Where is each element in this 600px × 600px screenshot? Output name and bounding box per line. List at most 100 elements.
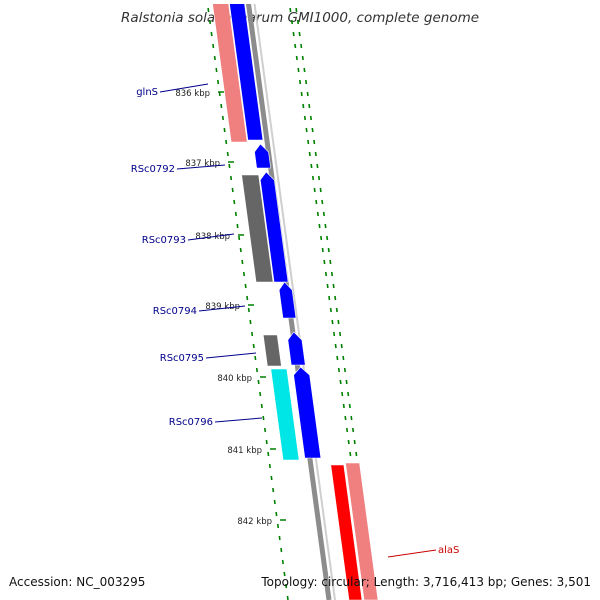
dotted-track-far bbox=[308, 151, 311, 157]
dotted-track-far bbox=[318, 223, 321, 229]
dotted-track-inner bbox=[249, 319, 252, 325]
feature-RSc0796-cyan bbox=[270, 368, 300, 461]
dotted-track-inner bbox=[217, 79, 220, 85]
dotted-track-outer bbox=[300, 43, 303, 49]
gene-leader-line bbox=[387, 549, 437, 558]
dotted-track-inner bbox=[281, 559, 284, 565]
dotted-track-inner bbox=[236, 223, 239, 229]
dotted-track-inner bbox=[260, 403, 263, 409]
feature-RSc0795-grey bbox=[262, 334, 282, 367]
dotted-track-outer bbox=[347, 391, 350, 397]
dotted-track-inner bbox=[242, 271, 246, 277]
dotted-track-far bbox=[326, 283, 329, 289]
gene-leader-line bbox=[176, 164, 226, 170]
dotted-track-far bbox=[310, 163, 313, 169]
dotted-track-inner bbox=[231, 187, 234, 193]
dotted-track-outer bbox=[340, 343, 343, 349]
dotted-track-inner bbox=[286, 595, 289, 600]
top-mask bbox=[0, 0, 600, 4]
dotted-track-outer bbox=[326, 235, 329, 241]
dotted-track-outer bbox=[308, 103, 311, 109]
dotted-track-inner bbox=[207, 7, 210, 13]
dotted-track-far bbox=[347, 439, 350, 445]
dotted-track-outer bbox=[332, 283, 335, 289]
dotted-track-inner bbox=[251, 331, 254, 337]
dotted-track-outer bbox=[306, 91, 309, 97]
dotted-track-inner bbox=[241, 259, 244, 265]
dotted-track-outer bbox=[322, 211, 325, 217]
feature-RSc0795-blue bbox=[287, 331, 306, 366]
dotted-track-outer bbox=[335, 307, 338, 313]
tick-label: 840 kbp bbox=[217, 374, 252, 384]
dotted-track-inner bbox=[267, 451, 270, 457]
dotted-track-far bbox=[292, 31, 295, 37]
gene-label-RSc0794: RSc0794 bbox=[153, 306, 197, 317]
dotted-track-outer bbox=[355, 451, 358, 457]
dotted-track-inner bbox=[263, 427, 267, 433]
feature-alaS-red bbox=[330, 464, 363, 600]
dotted-track-inner bbox=[265, 439, 268, 445]
gene-label-RSc0795: RSc0795 bbox=[160, 353, 204, 364]
gene-label-alaS: alaS bbox=[438, 545, 459, 556]
dotted-track-outer bbox=[337, 319, 340, 325]
feature-glnS-blue bbox=[228, 0, 264, 141]
gene-leader-line bbox=[159, 83, 209, 93]
dotted-track-inner bbox=[275, 511, 278, 517]
dotted-track-far bbox=[334, 343, 337, 349]
dotted-track-outer bbox=[303, 67, 306, 73]
dotted-track-far bbox=[302, 103, 305, 109]
feature-RSc0794-blue bbox=[278, 281, 297, 319]
dotted-track-outer bbox=[301, 55, 304, 61]
dotted-track-outer bbox=[316, 163, 319, 169]
feature-glnS-pink bbox=[211, 0, 248, 143]
tick-label: 836 kbp bbox=[175, 89, 210, 99]
dotted-track-inner bbox=[244, 283, 247, 289]
dotted-track-inner bbox=[215, 67, 218, 73]
dotted-track-inner bbox=[238, 235, 241, 241]
dotted-track-far bbox=[333, 331, 336, 337]
dotted-track-outer bbox=[350, 415, 353, 421]
dotted-track-outer bbox=[342, 355, 345, 361]
dotted-track-far bbox=[305, 127, 308, 133]
tick-label: 839 kbp bbox=[205, 302, 240, 312]
dotted-track-inner bbox=[257, 379, 260, 385]
dotted-track-inner bbox=[273, 499, 276, 505]
dotted-track-outer bbox=[298, 31, 301, 37]
dotted-track-far bbox=[303, 115, 306, 121]
gene-label-RSc0792: RSc0792 bbox=[131, 164, 175, 175]
dotted-track-inner bbox=[276, 523, 280, 529]
dotted-track-outer bbox=[339, 331, 342, 337]
topology-text: Topology: circular; Length: 3,716,413 bp… bbox=[261, 575, 591, 589]
dotted-track-inner bbox=[225, 139, 228, 145]
feature-alaS-pink bbox=[345, 462, 379, 600]
gene-label-RSc0793: RSc0793 bbox=[142, 235, 186, 246]
dotted-track-inner bbox=[255, 367, 259, 373]
dotted-track-far bbox=[324, 271, 328, 277]
dotted-track-far bbox=[295, 55, 298, 61]
gene-label-RSc0796: RSc0796 bbox=[169, 417, 213, 428]
dotted-track-far bbox=[345, 427, 349, 433]
tick-label: 842 kbp bbox=[237, 517, 272, 527]
dotted-track-outer bbox=[296, 19, 300, 25]
backbone-line-shadow bbox=[253, 0, 336, 600]
feature-RSc0793-blue bbox=[259, 171, 289, 283]
dotted-track-inner bbox=[208, 19, 212, 25]
dotted-track-far bbox=[307, 139, 310, 145]
dotted-track-outer bbox=[321, 199, 324, 205]
dotted-track-far bbox=[313, 187, 316, 193]
dotted-track-far bbox=[336, 355, 339, 361]
dotted-track-outer bbox=[313, 139, 316, 145]
dotted-track-inner bbox=[272, 487, 275, 493]
gene-leader-line bbox=[187, 233, 235, 241]
dotted-track-inner bbox=[278, 535, 281, 541]
dotted-track-far bbox=[316, 211, 319, 217]
dotted-track-inner bbox=[234, 211, 237, 217]
dotted-track-outer bbox=[345, 379, 348, 385]
dotted-track-far bbox=[297, 67, 300, 73]
dotted-track-inner bbox=[252, 343, 255, 349]
dotted-track-far bbox=[321, 247, 324, 253]
dotted-track-inner bbox=[247, 307, 250, 313]
dotted-track-far bbox=[344, 415, 347, 421]
